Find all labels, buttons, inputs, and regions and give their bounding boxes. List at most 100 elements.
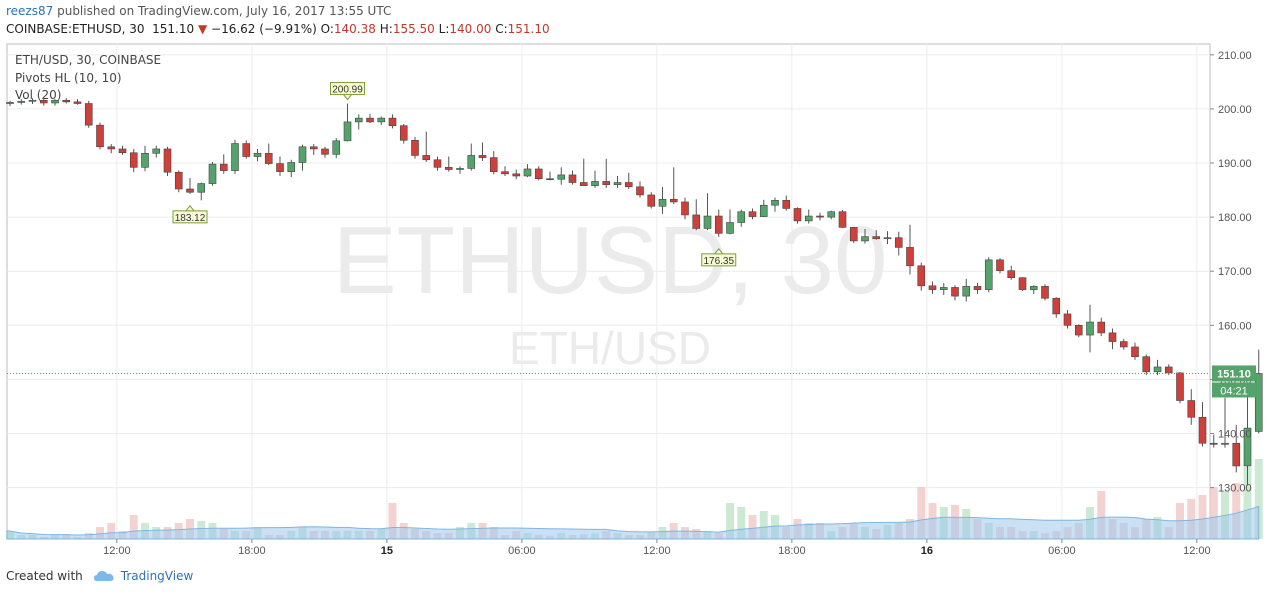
candle — [264, 143, 273, 166]
candle-body — [984, 259, 993, 290]
candle-body — [1187, 400, 1196, 418]
candle-body — [51, 99, 59, 104]
candle — [17, 99, 26, 105]
volume-bar — [726, 503, 734, 539]
candle-body — [1018, 277, 1027, 290]
volume-bar — [917, 487, 926, 539]
ohlc-header: COINBASE:ETHUSD, 30 151.10 ▼ −16.62 (−9.… — [6, 22, 550, 36]
tradingview-link[interactable]: TradingView — [120, 569, 194, 583]
close-value: 151.10 — [507, 22, 550, 36]
candle — [411, 137, 419, 159]
candle — [714, 209, 723, 237]
candle — [613, 176, 622, 188]
legend-volume[interactable]: Vol (20) — [15, 88, 62, 102]
symbol-label: COINBASE:ETHUSD, 30 — [6, 22, 145, 36]
candle — [152, 145, 161, 158]
time-axis[interactable]: 12:00 18:00 15 06:00 12:00 18:00 16 06:00 12:00 — [103, 539, 1211, 557]
candle-body — [253, 152, 262, 157]
legend-symbol[interactable]: ETH/USD, 30, COINBASE — [15, 53, 162, 67]
candle-body — [354, 117, 363, 123]
candle — [1074, 324, 1083, 338]
pivot-box — [330, 82, 365, 96]
candle-body — [152, 148, 161, 154]
countdown-timer: 04:21 — [1220, 385, 1248, 397]
candle — [737, 209, 746, 227]
candle — [771, 197, 779, 212]
candle-body — [737, 211, 746, 223]
candle-body — [1097, 321, 1106, 334]
candle — [1063, 310, 1072, 329]
candle — [197, 182, 206, 201]
candle — [1254, 349, 1263, 434]
published-header: reezs87 published on TradingView.com, Ju… — [6, 4, 391, 18]
candle — [444, 156, 453, 172]
candle-body — [1164, 366, 1173, 374]
candle-body — [73, 101, 82, 104]
candle — [1198, 402, 1207, 447]
high-value: 155.50 — [392, 22, 435, 36]
candle — [726, 209, 734, 235]
candle-body — [366, 117, 374, 123]
price-axis[interactable]: 210.00200.00190.00180.00170.00160.00150.… — [1210, 50, 1252, 495]
candle — [1232, 424, 1241, 473]
candle-body — [287, 162, 296, 172]
candle — [523, 164, 532, 178]
candle-body — [186, 188, 194, 193]
price-tick-label: 180.00 — [1218, 212, 1252, 224]
candle-body — [118, 148, 127, 154]
volume-bar — [96, 527, 104, 539]
candle — [703, 193, 712, 231]
pivot-box — [172, 210, 208, 224]
candle — [793, 207, 802, 224]
pivot-labels: 200.99 183.12 176.35 — [172, 82, 737, 267]
time-tick-label: 12:00 — [643, 545, 671, 557]
candle-body — [231, 143, 239, 171]
candle — [96, 122, 104, 150]
last-price-tag: 151.10 04:21 — [1212, 365, 1256, 398]
candle — [377, 116, 386, 126]
candle — [838, 210, 847, 228]
candle — [1007, 265, 1016, 280]
candle-body — [613, 182, 622, 185]
candle-body — [1074, 325, 1083, 336]
time-tick-label: 16 — [921, 545, 933, 557]
candle — [208, 161, 217, 186]
candle-body — [534, 168, 543, 180]
footer: Created with TradingView — [6, 569, 193, 583]
candle-body — [377, 117, 386, 123]
candle — [118, 145, 127, 155]
candle-body — [332, 140, 341, 155]
legend-pivots[interactable]: Pivots HL (10, 10) — [15, 71, 122, 85]
candle-body — [1119, 341, 1128, 348]
candle-body — [1029, 286, 1038, 290]
candle-body — [726, 222, 734, 234]
time-tick-label: 06:00 — [508, 545, 536, 557]
plot-area[interactable] — [6, 43, 1211, 540]
candle — [1119, 338, 1128, 350]
candle — [1142, 354, 1151, 376]
candle-body — [1108, 332, 1117, 342]
candle-body — [107, 146, 116, 150]
volume-bar — [388, 503, 397, 539]
candle-body — [96, 124, 104, 148]
open-value: 140.38 — [333, 22, 376, 36]
candle-body — [321, 148, 329, 155]
candle — [602, 158, 611, 188]
volume-ma-area — [6, 505, 1260, 540]
time-tick-label: 15 — [381, 545, 393, 557]
candle-body — [39, 99, 48, 104]
candle-body — [782, 200, 791, 209]
candle — [51, 99, 59, 106]
author-link[interactable]: reezs87 — [6, 4, 54, 18]
change-value: −16.62 (−9.91%) — [211, 22, 317, 36]
price-tick-label: 170.00 — [1218, 266, 1252, 278]
candle-body — [996, 259, 1004, 271]
pivot-pointer — [343, 94, 352, 101]
candle-body — [861, 236, 869, 242]
candle — [107, 144, 116, 154]
candle — [759, 199, 768, 218]
candle — [636, 181, 644, 198]
candle-body — [906, 247, 914, 267]
candle-body — [242, 143, 251, 157]
